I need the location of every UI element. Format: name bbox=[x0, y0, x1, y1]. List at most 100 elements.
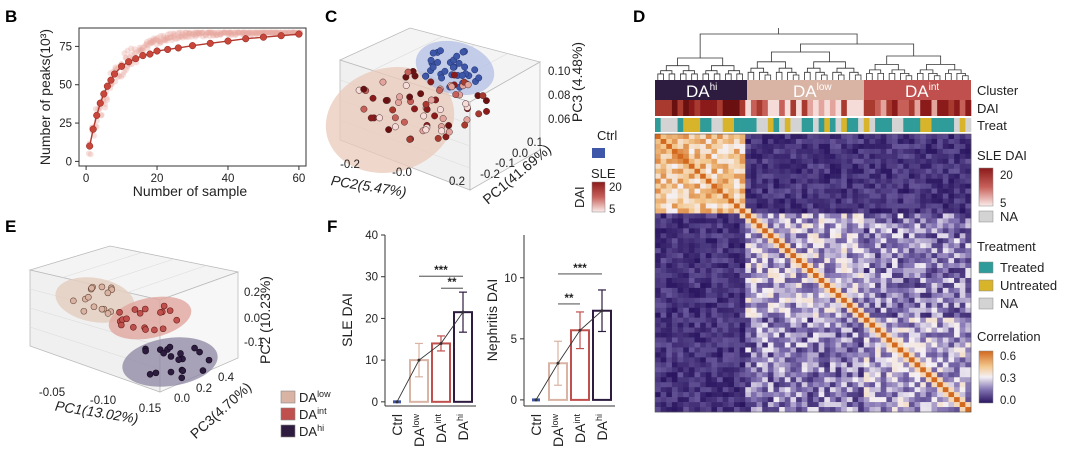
heatmap-cell bbox=[818, 307, 825, 314]
heatmap-cell bbox=[931, 382, 938, 388]
heatmap-cell bbox=[655, 297, 661, 304]
heatmap-cell bbox=[818, 153, 825, 160]
heatmap-cell bbox=[745, 357, 752, 363]
heatmap-cell bbox=[671, 367, 678, 373]
panel-c-sle-point bbox=[395, 99, 402, 106]
panel-b-replicate-point bbox=[241, 29, 248, 36]
heatmap-cell bbox=[869, 357, 876, 363]
heatmap-cell bbox=[705, 352, 712, 358]
heatmap-cell bbox=[914, 243, 921, 249]
heatmap-cell bbox=[767, 233, 774, 239]
panel-c-sle-point bbox=[434, 134, 442, 142]
heatmap-cell bbox=[903, 173, 910, 179]
heatmap-cell bbox=[750, 168, 757, 175]
heatmap-cell bbox=[773, 253, 780, 259]
heatmap-cell bbox=[801, 143, 808, 150]
heatmap-cell bbox=[813, 407, 819, 413]
heatmap-cell bbox=[734, 372, 740, 378]
heatmap-cell bbox=[660, 253, 667, 259]
heatmap-cell bbox=[897, 183, 904, 189]
heatmap-cell bbox=[841, 307, 848, 314]
heatmap-cell bbox=[655, 407, 661, 413]
heatmap-cell bbox=[835, 148, 842, 155]
heatmap-cell bbox=[801, 203, 808, 209]
heatmap-cell bbox=[801, 297, 808, 304]
heatmap-cell bbox=[756, 387, 763, 393]
heatmap-cell bbox=[925, 238, 932, 244]
panel-b-replicate-point bbox=[174, 35, 181, 42]
heatmap-cell bbox=[700, 134, 707, 140]
heatmap-cell bbox=[671, 218, 678, 224]
heatmap-cell bbox=[948, 263, 955, 269]
heatmap-cell bbox=[705, 258, 712, 264]
heatmap-cell bbox=[807, 367, 814, 373]
heatmap-cell bbox=[835, 317, 842, 323]
heatmap-cell bbox=[722, 337, 729, 343]
heatmap-cell bbox=[846, 292, 853, 299]
heatmap-cell bbox=[925, 228, 932, 234]
heatmap-cell bbox=[801, 342, 808, 348]
heatmap-cell bbox=[937, 213, 944, 219]
heatmap-cell bbox=[773, 193, 780, 199]
dai-annotation-cell bbox=[914, 100, 921, 116]
heatmap-cell bbox=[694, 268, 701, 274]
heatmap-cell bbox=[666, 273, 673, 279]
heatmap-cell bbox=[717, 258, 724, 264]
heatmap-cell bbox=[660, 282, 667, 289]
panel-b-replicate-point bbox=[161, 37, 168, 44]
heatmap-cell bbox=[959, 198, 966, 204]
heatmap-cell bbox=[671, 362, 678, 368]
panel-c-sle-point bbox=[417, 90, 425, 98]
heatmap-cell bbox=[875, 352, 882, 358]
heatmap-cell bbox=[824, 372, 831, 378]
heatmap-cell bbox=[829, 138, 836, 145]
heatmap-cell bbox=[863, 193, 870, 199]
heatmap-cell bbox=[897, 243, 904, 249]
heatmap-cell bbox=[869, 387, 876, 393]
heatmap-cell bbox=[914, 302, 921, 309]
heatmap-cell bbox=[863, 178, 870, 184]
heatmap-cell bbox=[959, 402, 966, 408]
panel-c-sle-point bbox=[422, 100, 430, 108]
heatmap-cell bbox=[660, 243, 667, 249]
heatmap-cell bbox=[942, 362, 949, 368]
heatmap-cell bbox=[875, 342, 882, 348]
treatment-annotation-cell bbox=[671, 118, 678, 132]
panel-b-ylabel: Number of peaks(10³) bbox=[37, 29, 53, 165]
legend-untreated: Untreated bbox=[1000, 278, 1057, 293]
dai-annotation-cell bbox=[728, 100, 735, 116]
treatment-annotation-cell bbox=[925, 118, 932, 132]
dendrogram-branch bbox=[787, 71, 797, 76]
heatmap-cell bbox=[734, 302, 740, 309]
heatmap-cell bbox=[739, 337, 746, 343]
heatmap-cell bbox=[914, 397, 921, 403]
panel-b-replicate-point bbox=[243, 29, 250, 36]
heatmap-cell bbox=[796, 367, 803, 373]
heatmap-cell bbox=[745, 332, 752, 338]
heatmap-cell bbox=[942, 282, 949, 289]
heatmap-cell bbox=[739, 367, 746, 373]
heatmap-cell bbox=[908, 178, 915, 184]
heatmap-cell bbox=[959, 382, 966, 388]
panel-c-ctrl-point bbox=[427, 56, 435, 64]
heatmap-cell bbox=[818, 402, 825, 408]
heatmap-cell bbox=[903, 168, 910, 175]
heatmap-cell bbox=[880, 243, 887, 249]
heatmap-cell bbox=[925, 218, 932, 224]
heatmap-cell bbox=[846, 392, 853, 398]
heatmap-cell bbox=[773, 367, 780, 373]
heatmap-cell bbox=[942, 372, 949, 378]
heatmap-cell bbox=[852, 407, 859, 413]
heatmap-cell bbox=[756, 193, 763, 199]
dendrogram-branch bbox=[948, 69, 962, 74]
heatmap-cell bbox=[655, 372, 661, 378]
heatmap-cell bbox=[948, 208, 955, 214]
heatmap-cell bbox=[660, 238, 667, 244]
heatmap-cell bbox=[671, 347, 678, 353]
heatmap-cell bbox=[892, 228, 898, 234]
heatmap-cell bbox=[908, 282, 915, 289]
heatmap-cell bbox=[734, 158, 740, 165]
heatmap-cell bbox=[846, 287, 853, 294]
heatmap-cell bbox=[841, 268, 848, 274]
heatmap-cell bbox=[914, 277, 921, 284]
